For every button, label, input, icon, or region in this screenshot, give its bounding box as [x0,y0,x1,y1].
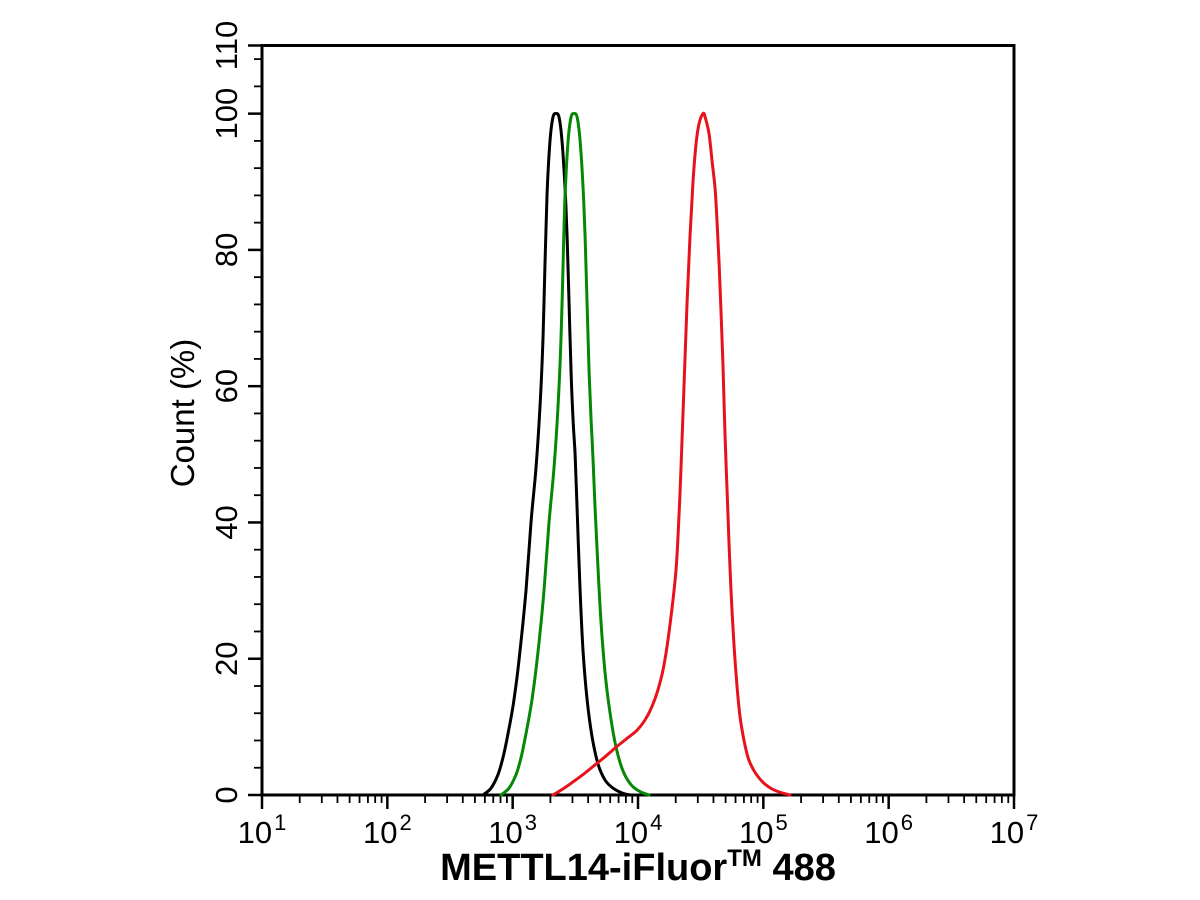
x-tick-label: 103 [488,810,537,850]
y-tick-label: 80 [209,233,244,267]
x-tick-label: 102 [363,810,412,850]
series-black-curve [481,111,632,797]
x-tick-label: 104 [614,810,663,850]
series-green-curve [499,111,651,797]
y-tick-label: 40 [209,505,244,539]
x-axis-major-ticks [260,795,1016,809]
x-tick-label: 101 [238,810,287,850]
x-axis-title: METTL14-iFluorTM 488 [440,845,836,889]
y-tick-label: 110 [209,21,244,70]
x-tick-label: 107 [990,810,1039,850]
x-axis-minor-ticks [298,795,1010,803]
y-tick-label: 20 [209,641,244,675]
plot-border [260,44,1016,797]
series-red-curve [551,111,792,797]
y-tick-label: 100 [209,88,244,140]
y-tick-label: 60 [209,369,244,403]
x-tick-label: 106 [864,810,913,850]
y-axis-minor-ticks [254,58,262,769]
x-tick-label: 105 [739,810,788,850]
y-axis-title: Count (%) [164,339,201,488]
y-tick-label: 0 [209,786,244,803]
y-axis-major-ticks [248,44,262,797]
